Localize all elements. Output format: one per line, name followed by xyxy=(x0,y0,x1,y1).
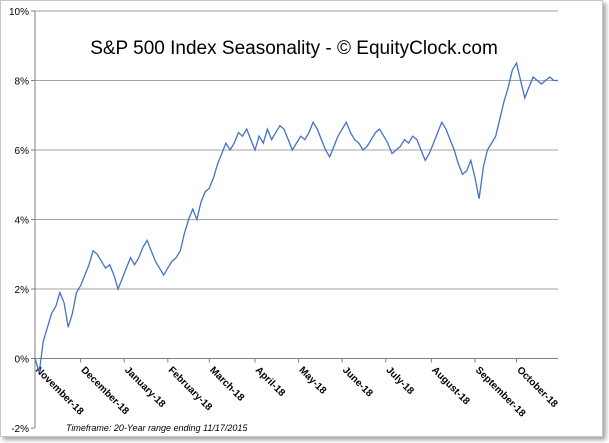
series-line xyxy=(34,61,558,373)
x-tick-label: October-18 xyxy=(514,365,559,410)
x-tick-label: June-18 xyxy=(340,365,375,400)
x-tick-label: August-18 xyxy=(429,365,472,408)
x-tick-label: May-18 xyxy=(296,365,328,397)
x-tick-label: November-18 xyxy=(33,365,86,418)
y-tick-label: 2% xyxy=(15,285,30,296)
x-tick-label: March-18 xyxy=(207,365,246,404)
y-axis-ticks: -2% 0% 2% 4% 6% 8% 10% xyxy=(9,7,35,435)
footnote: Timeframe: 20-Year range ending 11/17/20… xyxy=(66,423,248,433)
y-tick-label: 4% xyxy=(15,216,30,227)
x-axis-ticks: November-18December-18January-18February… xyxy=(33,358,560,420)
x-tick-label: April-18 xyxy=(253,365,287,399)
y-tick-label: 0% xyxy=(15,355,30,366)
x-tick-label: July-18 xyxy=(384,365,416,397)
y-tick-label: -2% xyxy=(11,424,29,435)
y-tick-label: 6% xyxy=(15,146,30,157)
chart-title: S&P 500 Index Seasonality - © EquityCloc… xyxy=(90,38,498,59)
grid-lines xyxy=(35,10,558,290)
y-tick-label: 8% xyxy=(15,77,30,88)
y-tick-label: 10% xyxy=(9,7,29,18)
chart-frame: -2% 0% 2% 4% 6% 8% 10% November-18 December-18 J… xyxy=(0,0,603,437)
x-tick-label: January-18 xyxy=(122,365,167,410)
line-chart: -2% 0% 2% 4% 6% 8% 10% November-18December-18J… xyxy=(9,7,560,435)
